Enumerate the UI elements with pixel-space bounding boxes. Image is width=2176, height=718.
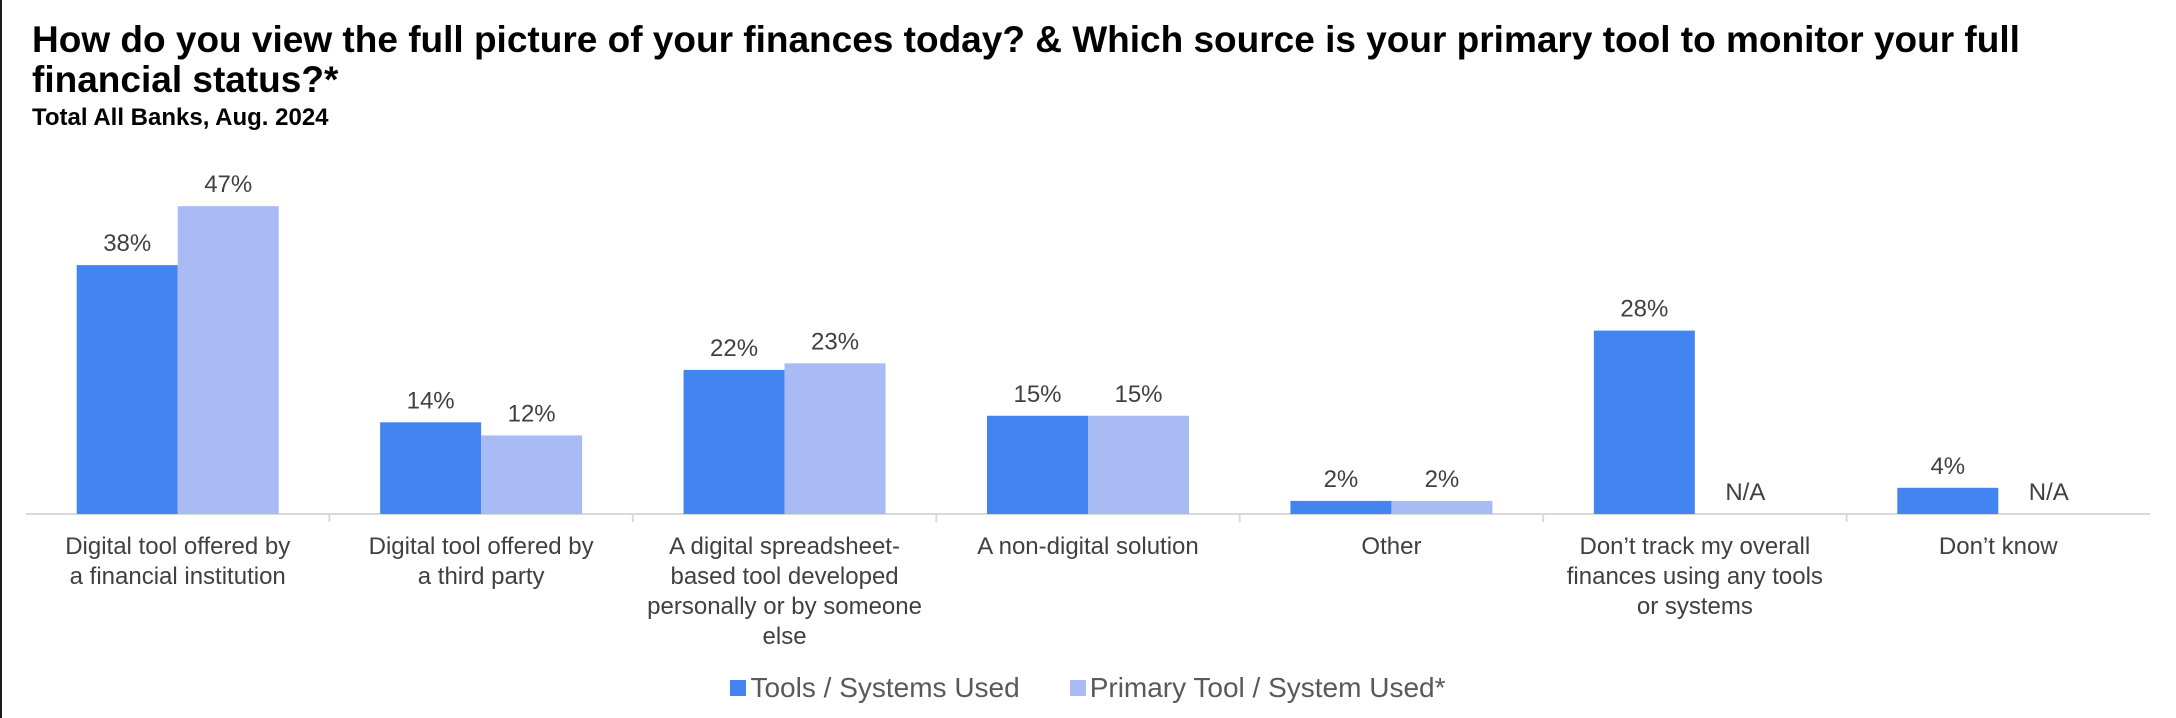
bar-chart: 38% 47% Digital tool offered by a financial… — [26, 171, 2150, 650]
bar-tools-used — [1897, 487, 1999, 514]
data-label: 15% — [1114, 381, 1162, 408]
category-label: personally or by someone — [647, 593, 922, 620]
data-label: 15% — [1013, 381, 1061, 408]
category-label: A non-digital solution — [977, 533, 1198, 560]
category-label: a financial institution — [70, 563, 286, 590]
legend-label-primary-tool: Primary Tool / System Used* — [1089, 672, 1446, 703]
category-label: finances using any tools — [1567, 563, 1823, 590]
chart-title: How do you view the full picture of your… — [32, 19, 2020, 100]
chart-subtitle: Total All Banks, Aug. 2024 — [32, 104, 329, 131]
category-label: a third party — [418, 563, 545, 590]
data-label: 38% — [103, 230, 151, 257]
bar-primary-tool — [481, 435, 583, 514]
data-label: 23% — [811, 328, 859, 355]
data-label-na: N/A — [2029, 479, 2069, 506]
category-label: A digital spreadsheet- — [669, 533, 900, 560]
data-label: 47% — [204, 171, 252, 198]
bar-tools-used — [380, 422, 482, 514]
category-label: Digital tool offered by — [369, 533, 594, 560]
category-label: Other — [1361, 533, 1421, 560]
bar-tools-used — [76, 265, 178, 514]
left-border — [0, 0, 2, 718]
category-label: else — [763, 623, 807, 650]
legend-item-tools-used: Tools / Systems Used — [730, 672, 1020, 704]
legend-item-primary-tool: Primary Tool / System Used* — [1069, 672, 1446, 704]
legend-label-tools-used: Tools / Systems Used — [750, 672, 1020, 703]
data-label-na: N/A — [1725, 479, 1765, 506]
category-label: Don’t know — [1939, 533, 2058, 560]
legend: Tools / Systems Used Primary Tool / Syst… — [0, 672, 2176, 704]
data-label: 2% — [1425, 466, 1460, 493]
bar-primary-tool — [1088, 415, 1189, 514]
bar-tools-used — [987, 415, 1088, 514]
legend-swatch-tools-used — [730, 680, 747, 696]
category-label: Don’t track my overall — [1579, 533, 1810, 560]
data-label: 22% — [710, 335, 758, 362]
category-label: Digital tool offered by — [65, 533, 290, 560]
data-label: 4% — [1930, 453, 1965, 480]
bar-primary-tool — [1391, 500, 1493, 514]
category-label: based tool developed — [670, 563, 898, 590]
data-label: 28% — [1620, 296, 1668, 323]
bar-tools-used — [683, 369, 785, 514]
bar-primary-tool — [784, 363, 886, 514]
data-label: 2% — [1324, 466, 1359, 493]
data-label: 12% — [508, 400, 556, 427]
bar-tools-used — [1593, 330, 1695, 514]
bar-primary-tool — [177, 206, 279, 514]
bar-tools-used — [1290, 500, 1392, 514]
data-label: 14% — [407, 387, 455, 414]
legend-swatch-primary-tool — [1069, 680, 1086, 696]
category-label: or systems — [1637, 593, 1753, 620]
